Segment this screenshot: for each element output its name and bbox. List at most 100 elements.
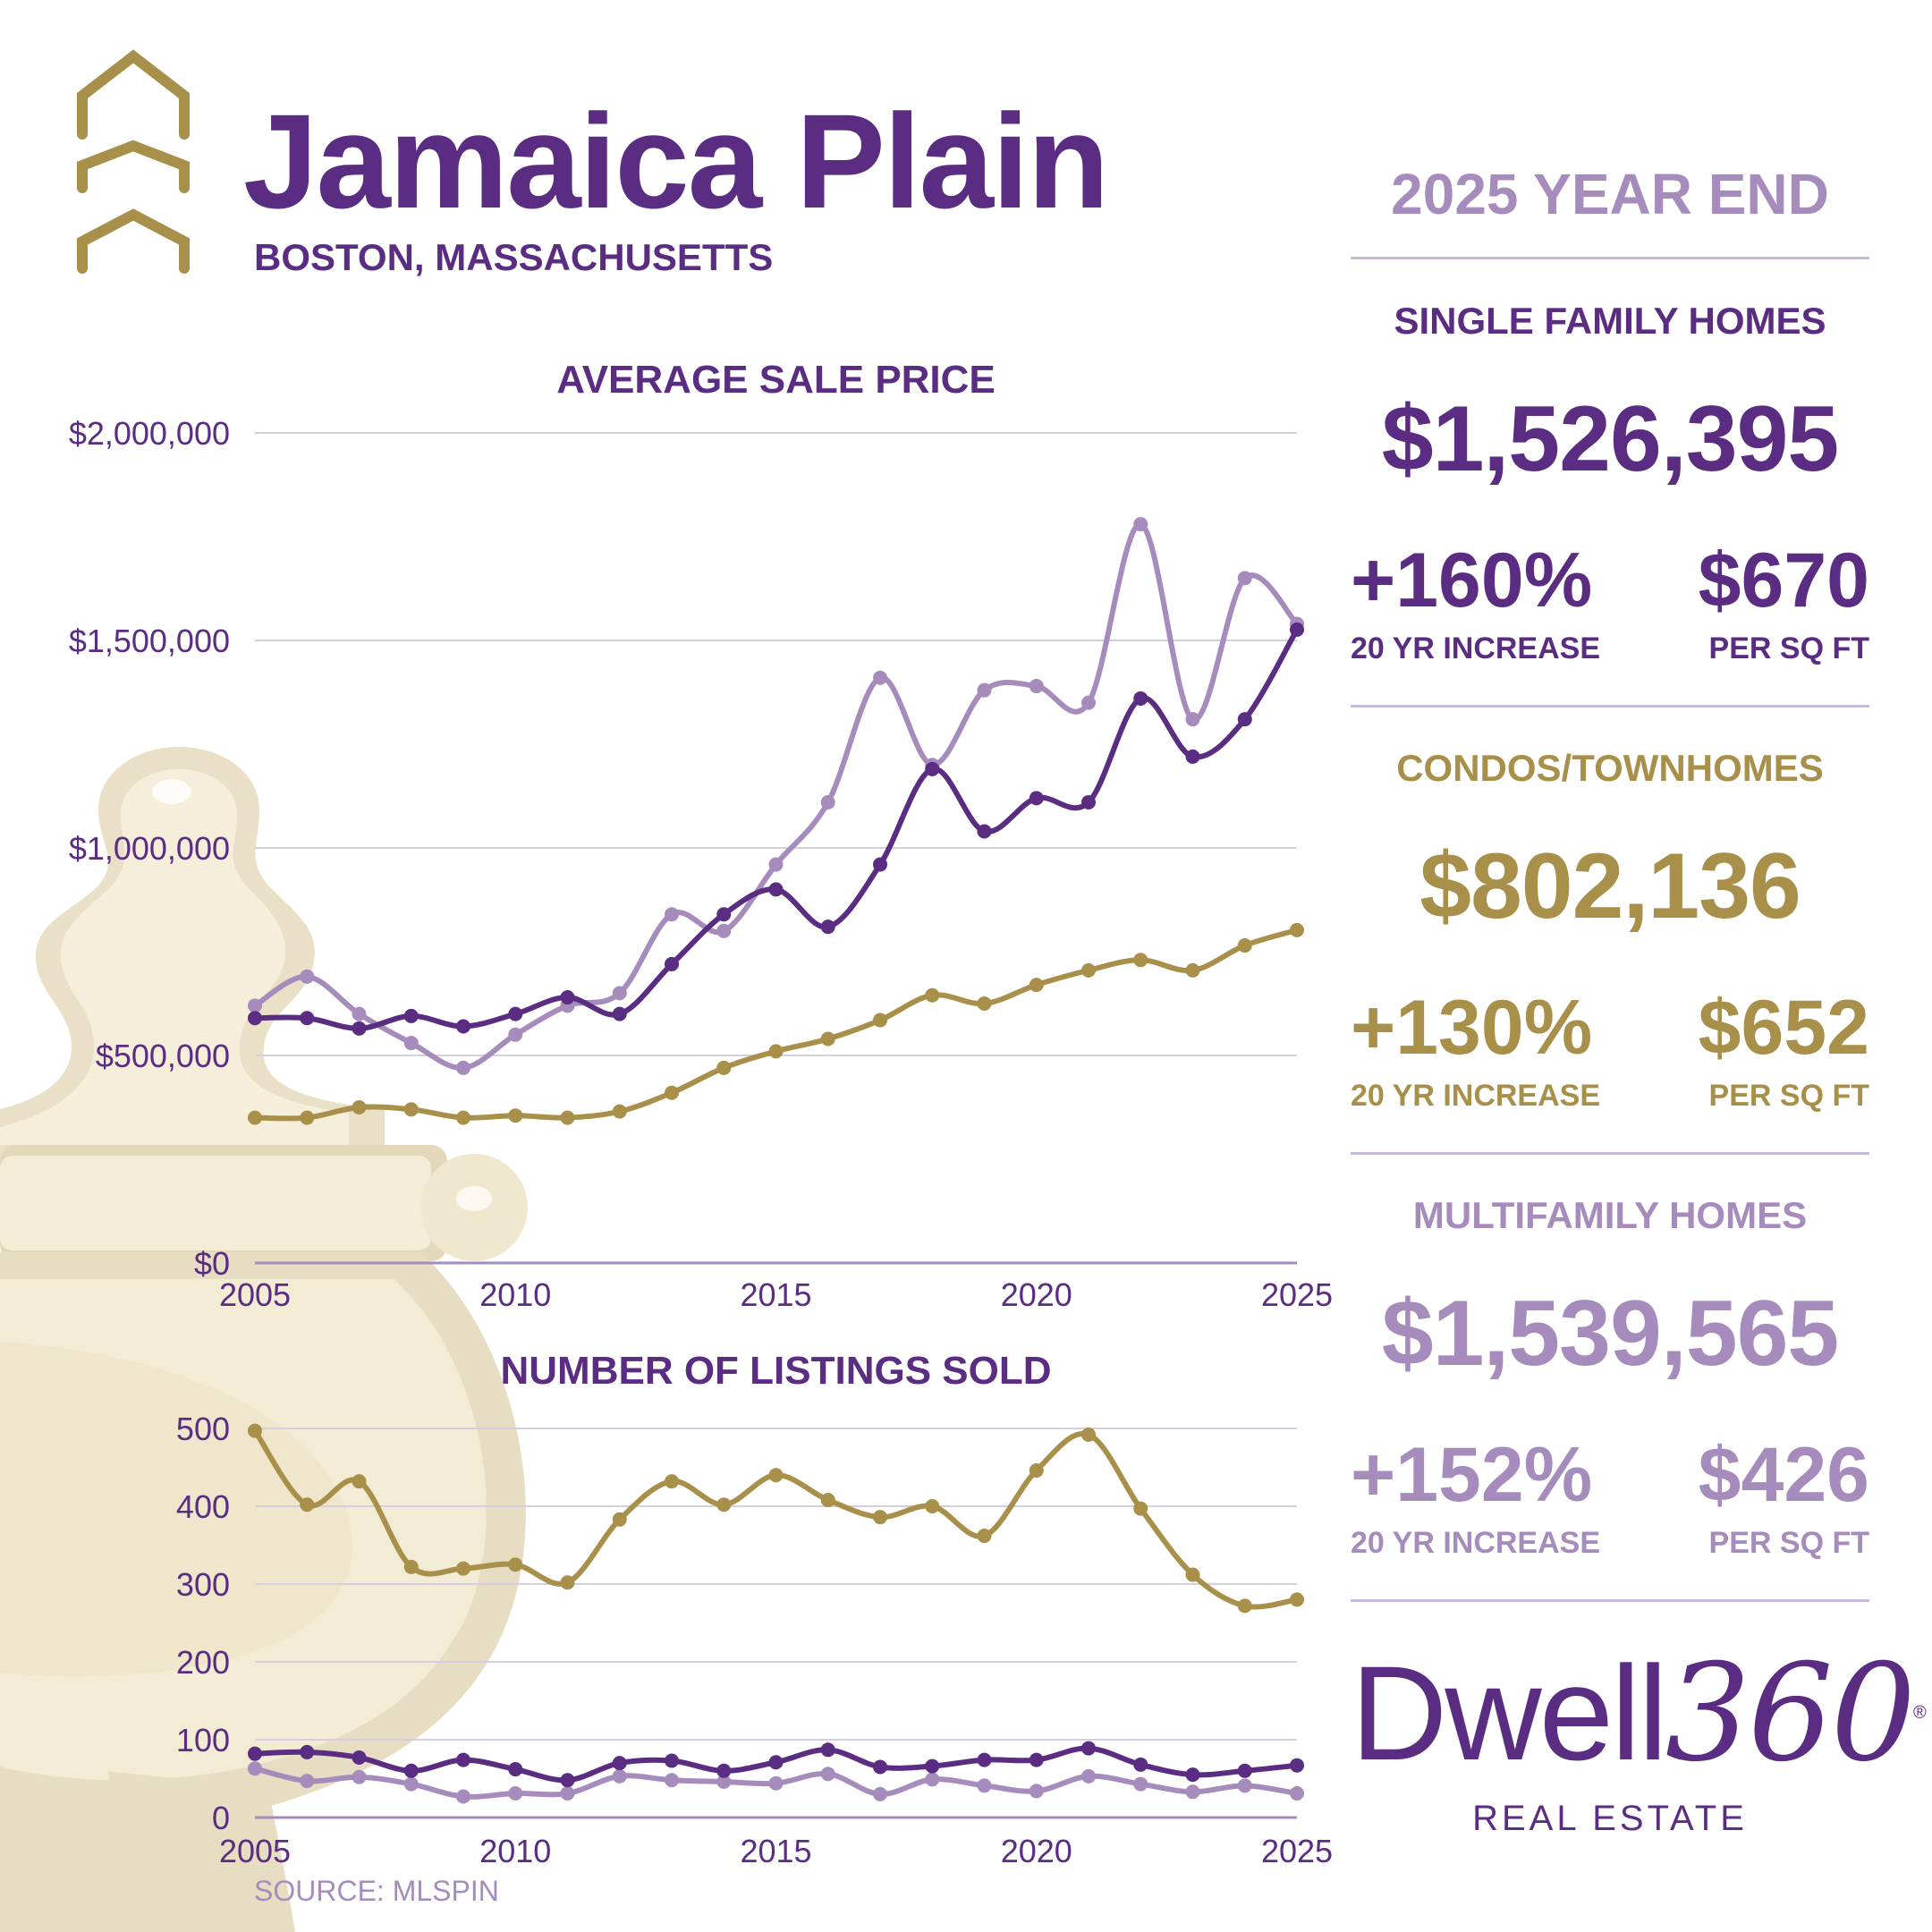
single_family-data-point xyxy=(1237,1763,1252,1778)
single_family-data-point xyxy=(352,1021,367,1036)
single_family-data-point xyxy=(508,1762,523,1777)
multifamily-data-point xyxy=(665,1773,679,1788)
multifamily-data-point xyxy=(1185,712,1200,727)
multifamily-data-point xyxy=(1133,1776,1148,1792)
multifamily-data-point xyxy=(456,1789,470,1804)
multifamily-data-point xyxy=(403,1036,419,1051)
logo-subtitle: REAL ESTATE xyxy=(1472,1799,1748,1838)
condos-data-point xyxy=(1029,1462,1044,1478)
single_family-data-point xyxy=(248,1011,262,1026)
condos-data-point xyxy=(612,1104,627,1119)
multifamily-data-point xyxy=(300,969,315,984)
condos-increase: +130% xyxy=(1351,985,1593,1071)
x-tick-label: 2010 xyxy=(479,1276,551,1313)
condos-data-point xyxy=(665,1474,679,1489)
multifamily-data-point xyxy=(1029,679,1044,694)
single_family-data-point xyxy=(403,1763,419,1778)
condos-ppsf-label: PER SQ FT xyxy=(1708,1079,1869,1113)
single-family-increase: +160% xyxy=(1351,538,1593,623)
single_family-data-point xyxy=(1081,794,1096,809)
multifamily-data-point xyxy=(768,857,784,872)
single_family-data-point xyxy=(1081,1741,1096,1756)
condos-data-point xyxy=(560,1110,575,1125)
single_family-data-point xyxy=(1185,1767,1200,1783)
divider xyxy=(1351,1152,1869,1155)
multifamily-data-point xyxy=(1081,1768,1096,1784)
condos-data-point xyxy=(925,987,940,1003)
single_family-data-point xyxy=(300,1011,315,1026)
condos-data-point xyxy=(248,1423,262,1438)
condos-data-point xyxy=(716,1060,732,1075)
condos-data-point xyxy=(1290,1592,1304,1607)
single_family-data-point xyxy=(456,1752,470,1767)
condos-data-point xyxy=(508,1557,523,1572)
condos-data-point xyxy=(456,1561,470,1576)
x-tick-label: 2020 xyxy=(1001,1276,1072,1313)
condos-data-point xyxy=(1081,962,1096,978)
single_family-data-point xyxy=(820,919,835,935)
multifamily-data-point xyxy=(560,1786,575,1801)
single_family-data-point xyxy=(456,1019,470,1034)
condos-data-point xyxy=(1185,962,1200,978)
condos-data-point xyxy=(820,1031,835,1046)
y-tick-label: 500 xyxy=(176,1411,230,1447)
multifamily-data-point xyxy=(977,682,992,698)
condos-data-point xyxy=(925,1499,940,1513)
condos-ppsf: $652 xyxy=(1698,985,1869,1071)
multifamily-data-point xyxy=(716,1774,732,1789)
condos-data-point xyxy=(820,1493,835,1508)
divider xyxy=(1351,1599,1869,1602)
multifamily-data-point xyxy=(1029,1784,1044,1799)
y-tick-label: $500,000 xyxy=(96,1038,230,1074)
multifamily-data-point xyxy=(248,1761,262,1776)
single_family-data-point xyxy=(508,1006,523,1021)
single_family-data-point xyxy=(716,1763,732,1778)
divider xyxy=(1351,257,1869,259)
multifamily-data-point xyxy=(456,1060,470,1075)
condos-data-point xyxy=(456,1110,470,1125)
condos-series-line xyxy=(252,1428,1300,1610)
condos-data-point xyxy=(1081,1427,1096,1442)
x-tick-label: 2005 xyxy=(219,1276,291,1313)
single_family-data-point xyxy=(300,1744,315,1759)
y-tick-label: $1,000,000 xyxy=(69,830,230,867)
y-tick-label: 0 xyxy=(212,1800,230,1836)
multifamily-data-point xyxy=(1290,1786,1304,1801)
multifamily-ppsf-label: PER SQ FT xyxy=(1708,1526,1869,1560)
condos-data-point xyxy=(403,1559,419,1574)
x-tick-label: 2005 xyxy=(219,1833,291,1869)
single_family-data-point xyxy=(716,907,732,922)
single_family-data-point xyxy=(352,1750,367,1766)
multifamily-data-point xyxy=(1081,695,1096,710)
multifamily-data-point xyxy=(1237,1778,1252,1793)
condos-data-point xyxy=(977,996,992,1011)
multifamily-data-point xyxy=(977,1778,992,1793)
condos-data-point xyxy=(352,1474,367,1489)
single_family-data-point xyxy=(1133,691,1148,706)
x-tick-label: 2015 xyxy=(740,1833,811,1869)
single-family-ppsf: $670 xyxy=(1698,538,1869,623)
y-tick-label: 300 xyxy=(176,1566,230,1603)
multifamily-data-point xyxy=(716,923,732,938)
single_family-data-point xyxy=(1290,622,1304,637)
multifamily-data-point xyxy=(873,1786,887,1801)
logo-number: 360 xyxy=(1665,1636,1916,1792)
x-tick-label: 2020 xyxy=(1001,1833,1072,1869)
single_family-data-point xyxy=(1133,1757,1148,1772)
logo-word: Dwell xyxy=(1351,1638,1668,1788)
location-subtitle: BOSTON, MASSACHUSETTS xyxy=(254,236,774,278)
single_family-data-point xyxy=(1029,791,1044,806)
single_family-data-point xyxy=(560,990,575,1005)
multifamily-data-point xyxy=(1237,571,1252,586)
single_family-data-point xyxy=(925,1758,940,1774)
condos-data-point xyxy=(977,1529,992,1544)
y-tick-label: $2,000,000 xyxy=(69,415,230,452)
single_family-data-point xyxy=(403,1008,419,1023)
divider xyxy=(1351,705,1869,708)
single_family-series-line xyxy=(252,626,1300,1031)
single_family-data-point xyxy=(1290,1758,1304,1773)
x-tick-label: 2025 xyxy=(1261,1833,1333,1869)
price-chart-title: AVERAGE SALE PRICE xyxy=(556,358,996,402)
condos-data-point xyxy=(665,1085,679,1100)
